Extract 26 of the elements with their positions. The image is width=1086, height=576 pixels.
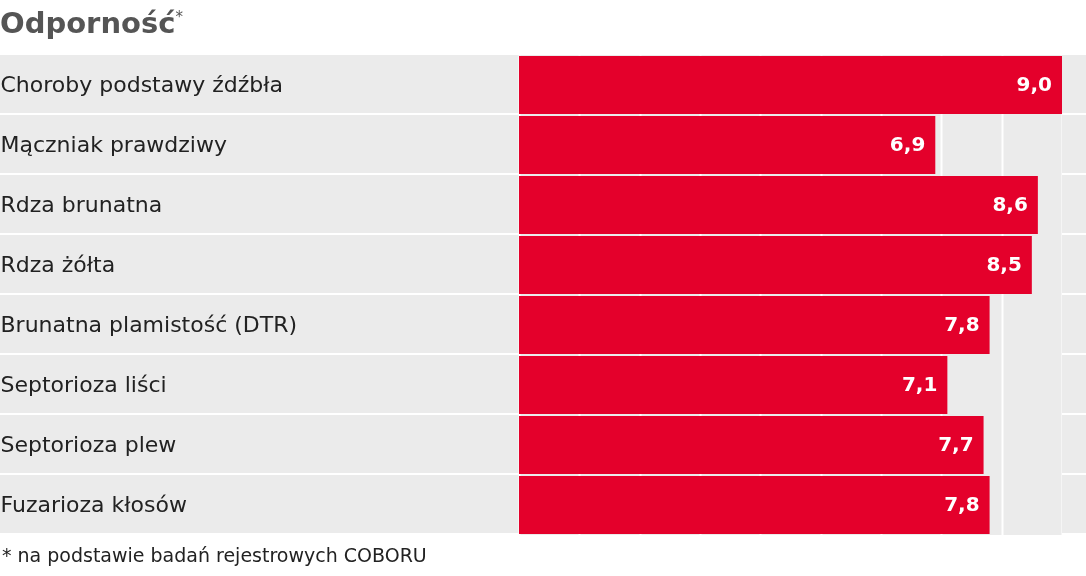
bar [519, 176, 1038, 234]
y-tick-label: Mączniak prawdziwy [0, 132, 227, 157]
data-label: 7,8 [944, 492, 980, 516]
bar [519, 116, 936, 174]
y-tick-label: Rdza żółta [0, 252, 116, 277]
bar [519, 236, 1032, 294]
y-tick-label: Fuzarioza kłosów [0, 492, 187, 517]
y-tick-label: Septorioza plew [0, 432, 177, 457]
y-tick-label: Rdza brunatna [0, 192, 163, 217]
text: * na podstawie badań rejestrowych COBORU [2, 544, 427, 566]
text: Odporność$^{*}$ [0, 6, 183, 40]
bar [519, 356, 948, 414]
data-label: 8,5 [986, 252, 1022, 276]
y-tick-label: Brunatna plamistość (DTR) [0, 312, 298, 337]
data-label: 6,9 [889, 132, 926, 156]
bar [519, 416, 984, 474]
data-label: 7,7 [938, 432, 974, 456]
bar [519, 296, 990, 354]
bar [519, 56, 1062, 114]
bar [519, 476, 990, 534]
y-tick-label: Choroby podstawy źdźbła [0, 72, 283, 97]
y-tick-label: Septorioza liści [0, 372, 167, 397]
data-label: 7,8 [944, 312, 980, 336]
data-label: 9,0 [1016, 72, 1052, 96]
data-label: 8,6 [992, 192, 1028, 216]
data-label: 7,1 [901, 372, 938, 396]
